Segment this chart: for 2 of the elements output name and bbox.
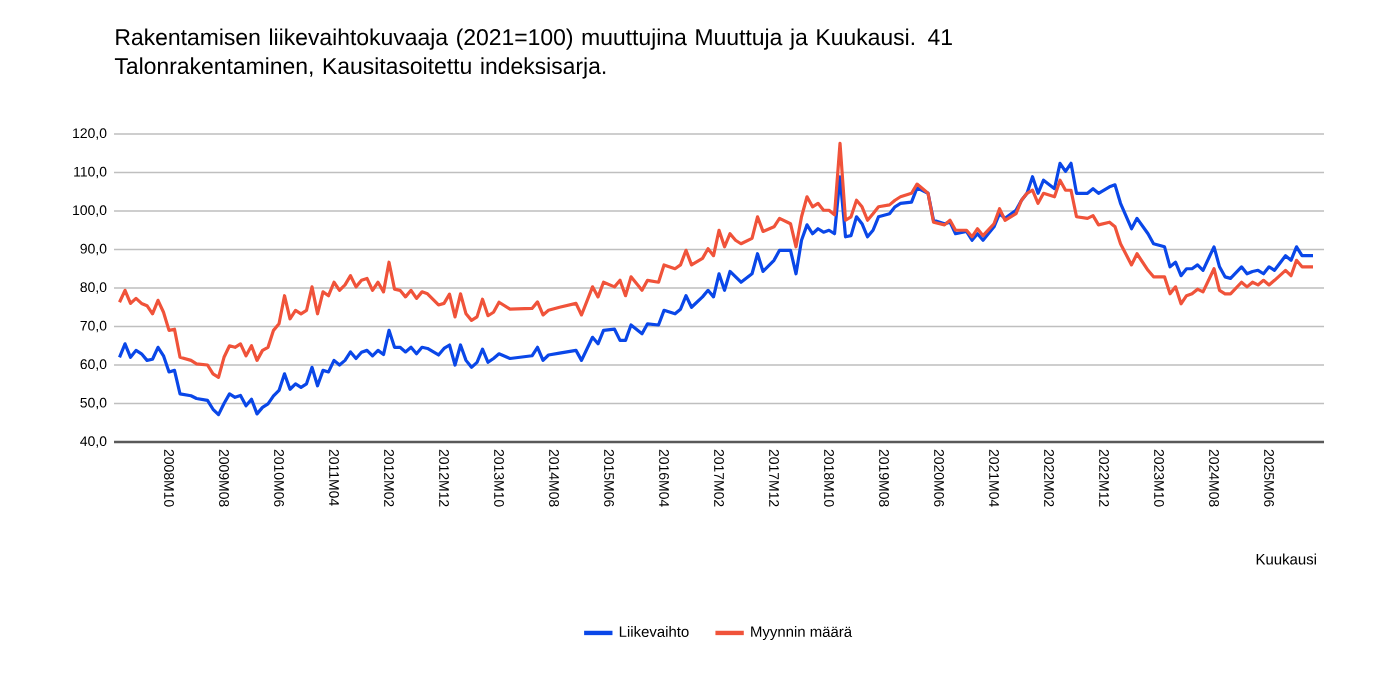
chart-title: Rakentamisen liikevaihtokuvaaja (2021=100) muuttujina Muuttuja ja Kuukausi. 41 Talonrakentaminen, Kausitasoitettu indeksisarja. <box>114 28 952 79</box>
line-series <box>117 141 1315 379</box>
